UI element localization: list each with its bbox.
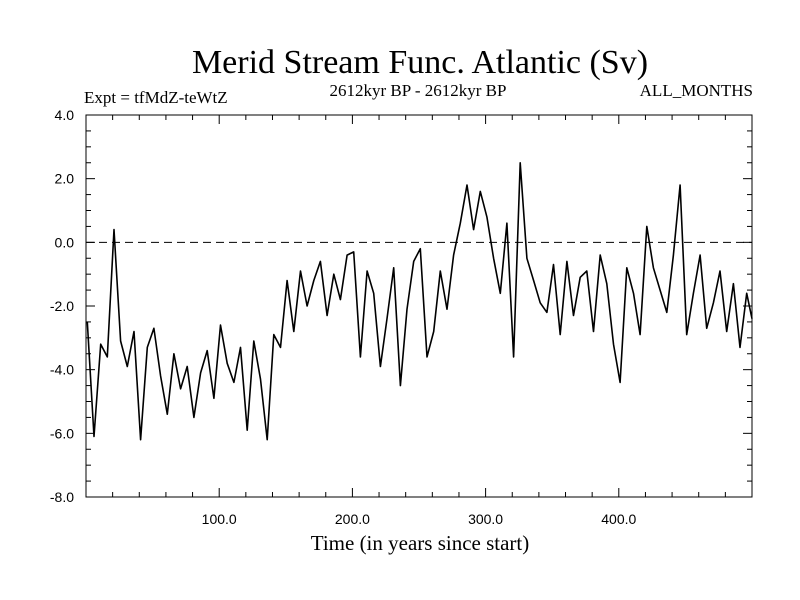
y-tick-label: -8.0	[50, 489, 74, 505]
plot-area: -8.0 -6.0 -4.0 -2.0 0.0 2.0 4.0 100.0 200.0 300.0…	[50, 107, 753, 527]
period-label: 2612kyr BP - 2612kyr BP	[330, 81, 507, 100]
y-tick-label: 0.0	[55, 234, 75, 250]
experiment-label: Expt = tfMdZ-teWtZ	[84, 88, 228, 107]
y-tick-label: 4.0	[55, 107, 75, 123]
y-tick-label: 2.0	[55, 171, 75, 187]
x-axis-label: Time (in years since start)	[311, 531, 530, 555]
x-tick-label: 300.0	[468, 511, 503, 527]
y-tick-label: -6.0	[50, 425, 74, 441]
x-tick-label: 400.0	[601, 511, 636, 527]
months-label: ALL_MONTHS	[640, 81, 753, 100]
chart-title: Merid Stream Func. Atlantic (Sv)	[192, 44, 648, 81]
y-tick-label: -2.0	[50, 298, 74, 314]
series-line	[86, 162, 753, 441]
x-tick-label: 200.0	[335, 511, 370, 527]
y-tick-label: -4.0	[50, 362, 74, 378]
x-tick-label: 100.0	[202, 511, 237, 527]
plot-frame	[85, 114, 753, 498]
